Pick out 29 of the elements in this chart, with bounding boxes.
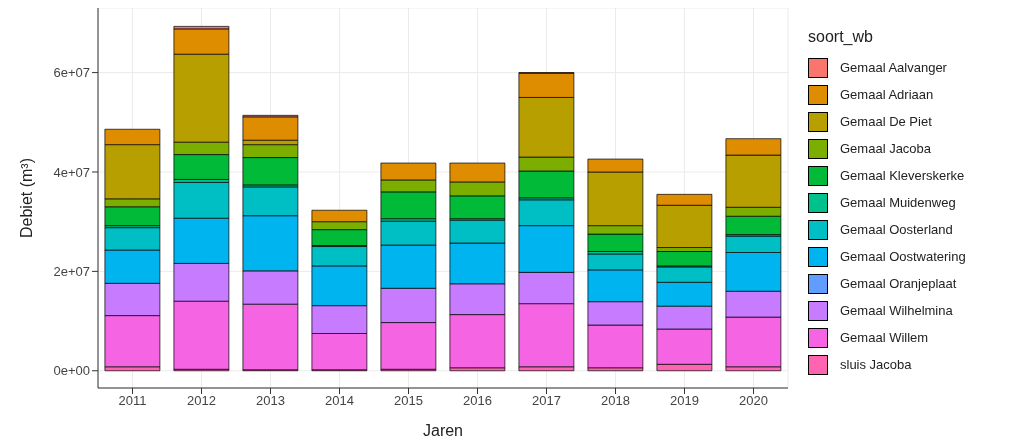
y-tick-label: 4e+07 — [53, 164, 90, 180]
legend-label: Gemaal Aalvanger — [840, 60, 947, 75]
legend-label: Gemaal De Piet — [840, 114, 932, 129]
x-tick-label: 2020 — [739, 393, 768, 409]
legend-label: Gemaal Adriaan — [840, 87, 934, 102]
x-tick-label: 2012 — [187, 393, 216, 409]
legend-label: Gemaal Willem — [840, 330, 929, 345]
y-tick-label: 2e+07 — [53, 263, 90, 279]
legend-label: Gemaal Muidenweg — [840, 195, 956, 210]
y-tick-label: 6e+07 — [53, 65, 90, 81]
x-tick-label: 2016 — [463, 393, 492, 409]
x-tick-label: 2014 — [325, 393, 354, 409]
legend-label: sluis Jacoba — [840, 357, 912, 372]
legend-label: Gemaal Oranjeplaat — [840, 276, 957, 291]
legend-label: Gemaal Kleverskerke — [840, 168, 965, 183]
x-tick-label: 2017 — [532, 393, 561, 409]
legend-label: Gemaal Oosterland — [840, 222, 953, 237]
x-axis-title: Jaren — [422, 422, 464, 439]
legend-label: Gemaal Jacoba — [840, 141, 932, 156]
x-tick-label: 2018 — [601, 393, 630, 409]
legend-label: Gemaal Oostwatering — [840, 249, 966, 264]
x-tick-label: 2013 — [256, 393, 285, 409]
y-axis-title: Debiet (m³) — [17, 157, 35, 239]
legend-title: soort_wb — [808, 28, 874, 46]
legend-label: Gemaal Wilhelmina — [840, 303, 953, 318]
x-tick-label: 2011 — [118, 393, 147, 409]
x-tick-label: 2015 — [394, 393, 423, 409]
x-tick-label: 2019 — [670, 393, 699, 409]
y-tick-label: 0e+00 — [53, 363, 90, 379]
